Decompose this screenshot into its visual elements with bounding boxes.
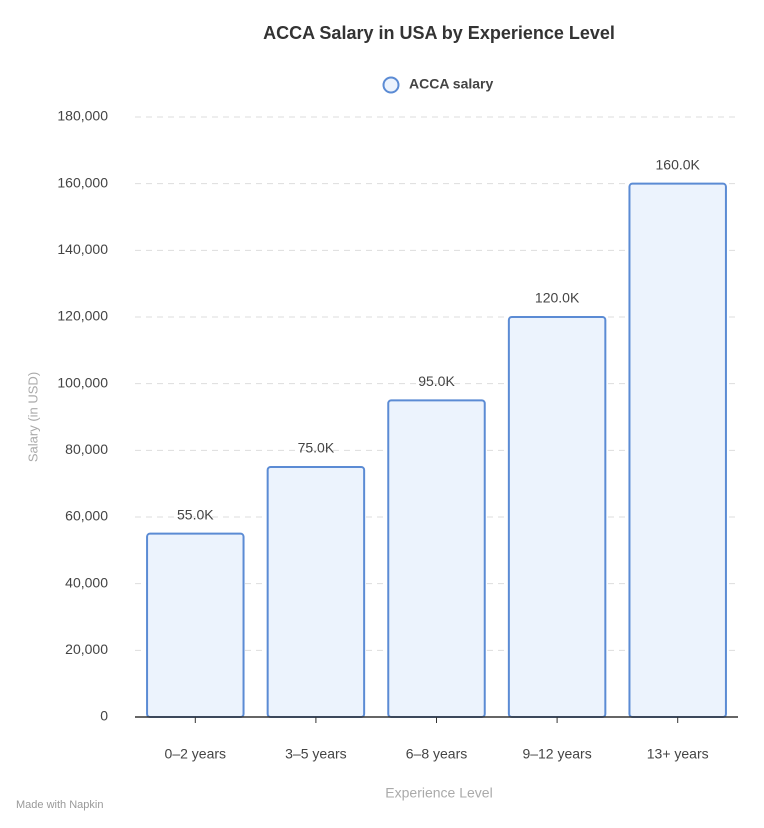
y-tick-label: 120,000	[57, 308, 108, 324]
x-tick-label: 0–2 years	[165, 746, 226, 762]
chart-title: ACCA Salary in USA by Experience Level	[263, 23, 615, 43]
bar	[387, 399, 486, 718]
y-tick-label: 100,000	[57, 374, 108, 390]
value-label: 160.0K	[656, 156, 701, 172]
y-tick-label: 40,000	[65, 574, 108, 590]
y-tick-label: 180,000	[57, 108, 108, 124]
y-tick-label: 140,000	[57, 241, 108, 257]
legend-marker	[382, 76, 400, 94]
x-tick-label: 6–8 years	[406, 746, 467, 762]
y-tick-label: 20,000	[65, 641, 108, 657]
bar	[628, 182, 727, 718]
y-tick-label: 160,000	[57, 174, 108, 190]
legend-label: ACCA salary	[409, 76, 494, 92]
bar	[507, 316, 607, 718]
value-label: 75.0K	[298, 440, 335, 456]
bar	[266, 466, 366, 718]
x-tick-label: 9–12 years	[522, 746, 591, 762]
bar	[146, 532, 245, 719]
x-axis-label: Experience Level	[385, 785, 492, 801]
value-label: 55.0K	[177, 506, 214, 522]
footer: Made with Napkin	[16, 799, 103, 811]
y-tick-label: 60,000	[65, 508, 108, 524]
y-axis-label: Salary (in USD)	[25, 372, 40, 462]
x-tick-label: 13+ years	[647, 746, 709, 762]
value-label: 95.0K	[418, 373, 455, 389]
value-label: 120.0K	[535, 290, 580, 306]
y-tick-label: 0	[100, 708, 108, 724]
y-tick-label: 80,000	[65, 441, 108, 457]
x-tick-label: 3–5 years	[285, 746, 346, 762]
